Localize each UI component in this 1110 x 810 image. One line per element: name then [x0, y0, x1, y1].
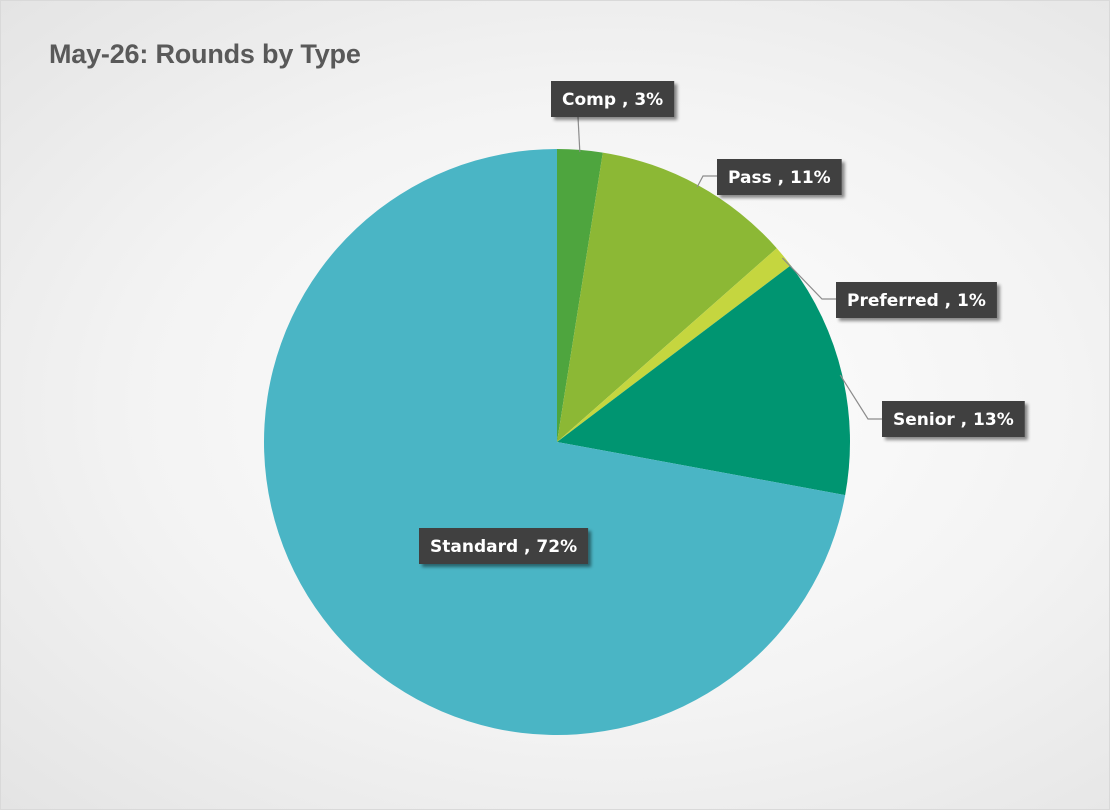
data-label-senior: Senior , 13% [893, 410, 1014, 430]
data-label-preferred: Preferred , 1% [847, 291, 986, 311]
data-label-comp: Comp , 3% [562, 90, 663, 110]
pie-slices [264, 149, 850, 735]
data-label-pass: Pass , 11% [728, 168, 831, 188]
data-label-standard: Standard , 72% [430, 537, 577, 557]
leader-line-comp [578, 117, 580, 152]
leader-line-pass [697, 176, 717, 187]
